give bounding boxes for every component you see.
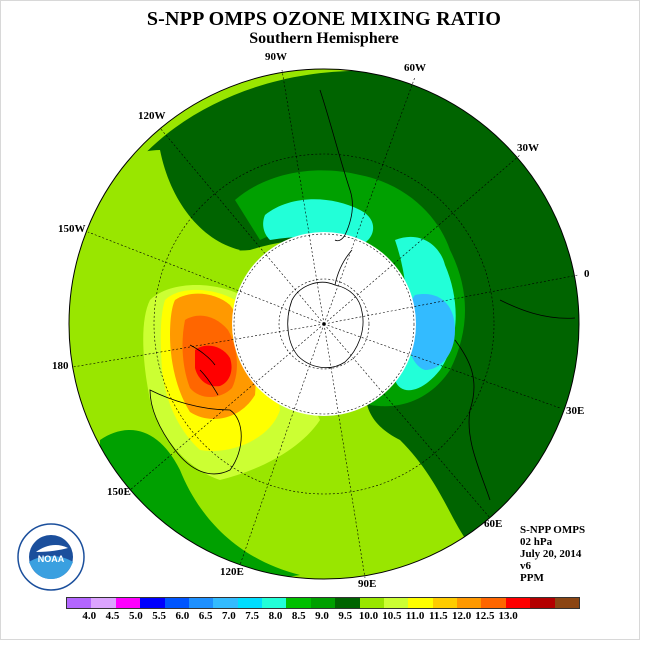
lon-label-90w: 90W — [265, 51, 287, 63]
legend-swatch — [213, 598, 238, 608]
legend-swatch — [432, 598, 457, 608]
coastlines — [149, 89, 576, 501]
legend-tick-label: 10.0 — [358, 610, 379, 622]
figure-frame — [0, 0, 640, 640]
legend-tick-label: 10.5 — [382, 610, 402, 622]
legend-swatch — [481, 598, 506, 608]
legend-tick-label: 8.5 — [291, 610, 306, 622]
legend-tick-label: 8.0 — [268, 610, 283, 622]
lon-label-150e: 150E — [107, 486, 131, 498]
map-boundary — [68, 68, 580, 580]
region-red-maximum — [195, 345, 232, 387]
legend-swatch — [335, 598, 360, 608]
legend-swatch — [262, 598, 287, 608]
legend-swatch — [188, 598, 214, 608]
graticule — [72, 69, 579, 579]
lon-label-120w: 120W — [138, 110, 166, 122]
legend-tick-label: 6.5 — [198, 610, 213, 622]
legend-tick-label: 12.5 — [475, 610, 495, 622]
legend-tick-label: 13.0 — [498, 610, 518, 622]
legend-tick-label: 9.5 — [338, 610, 353, 622]
legend-swatch — [457, 598, 482, 608]
legend-tick-label: 4.0 — [82, 610, 97, 622]
south-america-coastline — [319, 89, 353, 242]
legend-swatch — [91, 598, 116, 608]
south-pole-marker — [322, 322, 326, 326]
legend-swatch — [286, 598, 311, 608]
legend-tick-label: 5.5 — [152, 610, 166, 622]
noaa-logo: NOAA — [17, 523, 85, 591]
legend-swatch — [140, 598, 165, 608]
lon-label-180: 180 — [52, 360, 69, 372]
antarctica-coastline — [287, 281, 364, 369]
legend-tick-label: 6.0 — [175, 610, 190, 622]
new-zealand-coastline — [189, 344, 219, 396]
product-info: S-NPP OMPS 02 hPa July 20, 2014 v6 PPM — [520, 524, 585, 584]
legend-tick-label: 7.0 — [222, 610, 236, 622]
legend-swatch — [530, 598, 555, 608]
legend-swatch — [505, 598, 531, 608]
region-light-green-pacific — [70, 150, 240, 370]
legend-tick-label: 12.0 — [452, 610, 472, 622]
units-text: PPM — [520, 572, 544, 584]
noaa-logo-text: NOAA — [38, 554, 65, 564]
instrument-text: S-NPP OMPS — [520, 524, 586, 536]
legend-swatch — [359, 598, 384, 608]
map-title: S-NPP OMPS OZONE MIXING RATIO — [146, 8, 502, 30]
level-text: 02 hPa — [520, 536, 553, 548]
legend-tick-label: 4.5 — [105, 610, 120, 622]
region-blue-minimum — [407, 294, 455, 370]
legend-ticks: 4.0 4.5 5.0 5.5 6.0 6.5 7.0 7.5 8.0 8.5 9.0 9.5 10.0… — [48, 610, 608, 624]
africa-coastline — [454, 299, 576, 501]
legend-swatch — [237, 598, 262, 608]
lon-label-30e: 30E — [566, 405, 585, 417]
color-legend — [66, 597, 580, 609]
legend-swatch — [554, 598, 579, 608]
legend-tick-label: 11.0 — [405, 610, 425, 622]
legend-tick-label: 11.5 — [429, 610, 448, 622]
lon-label-0: 0 — [584, 268, 590, 280]
lon-label-30w: 30W — [517, 142, 539, 154]
lon-label-60e: 60E — [484, 518, 503, 530]
version-text: v6 — [520, 560, 531, 572]
legend-swatch — [115, 598, 141, 608]
map-subtitle: Southern Hemisphere — [249, 30, 399, 47]
legend-tick-label: 9.0 — [315, 610, 329, 622]
legend-swatch — [67, 598, 92, 608]
legend-swatch — [383, 598, 409, 608]
date-text: July 20, 2014 — [520, 548, 582, 560]
lon-label-120e: 120E — [220, 566, 244, 578]
legend-tick-label: 5.0 — [128, 610, 143, 622]
australia-coastline — [149, 389, 242, 475]
legend-swatch — [408, 598, 433, 608]
lon-label-90e: 90E — [358, 578, 377, 590]
legend-swatch — [310, 598, 336, 608]
antarctic-peninsula-coastline — [334, 249, 353, 286]
legend-tick-label: 7.5 — [245, 610, 260, 622]
legend-swatch — [164, 598, 189, 608]
lon-label-150w: 150W — [58, 223, 86, 235]
lon-label-60w: 60W — [404, 62, 426, 74]
